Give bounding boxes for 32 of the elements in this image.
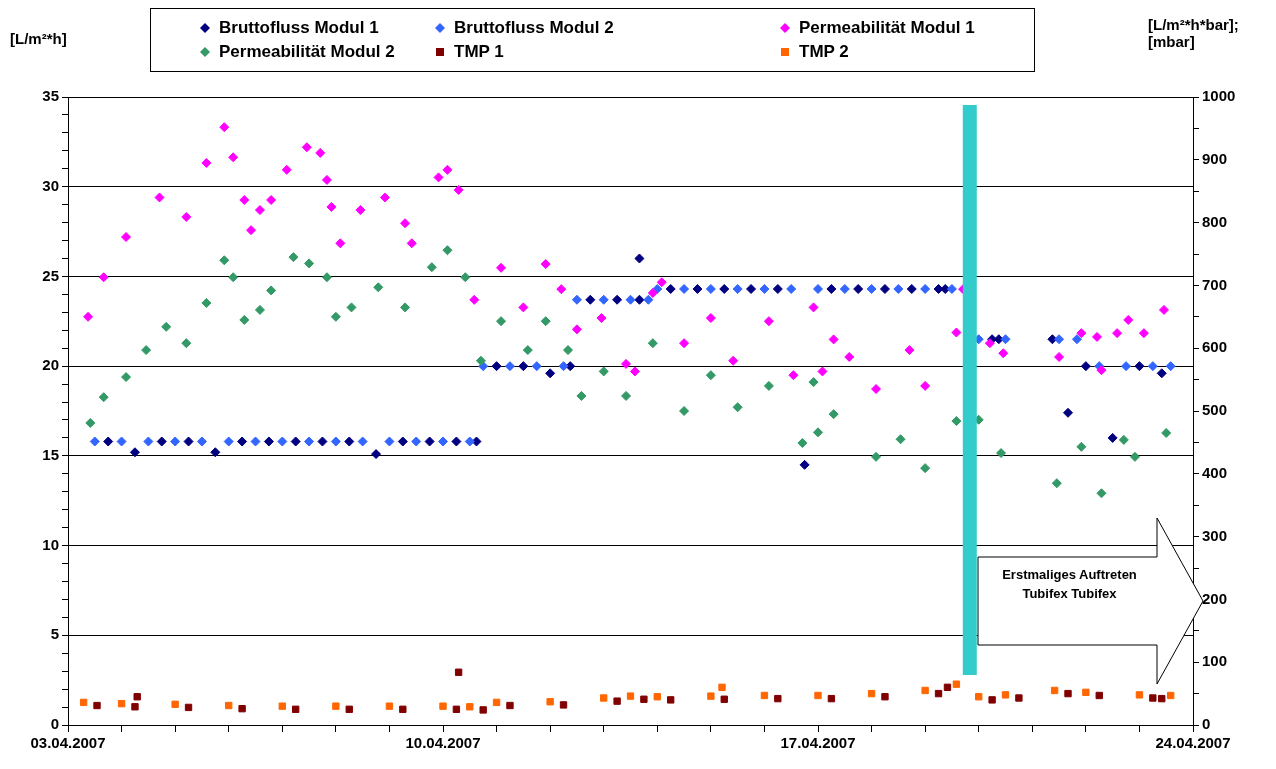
y2-tick-label: 400 bbox=[1202, 463, 1228, 481]
x-tick-label: 17.04.2007 bbox=[780, 734, 856, 752]
y2-tick-label: 100 bbox=[1202, 652, 1228, 670]
y2-tick-label: 500 bbox=[1202, 401, 1228, 419]
y2-tick-label: 900 bbox=[1202, 149, 1228, 167]
legend-label: TMP 1 bbox=[454, 42, 504, 62]
y-tick-label: 25 bbox=[42, 266, 59, 284]
x-tick-label: 10.04.2007 bbox=[405, 734, 481, 752]
y-tick-label: 0 bbox=[50, 715, 59, 733]
y-tick-label: 10 bbox=[42, 535, 59, 553]
y2-tick-label: 300 bbox=[1202, 526, 1228, 544]
legend-label: Bruttofluss Modul 1 bbox=[219, 18, 379, 38]
annotation: Erstmaliges Auftreten Tubifex Tubifex bbox=[1001, 566, 1138, 603]
y2-tick-label: 700 bbox=[1202, 275, 1228, 293]
y-tick-label: 30 bbox=[42, 176, 59, 194]
legend-label: Permeabilität Modul 2 bbox=[219, 42, 395, 62]
y-tick-label: 5 bbox=[50, 625, 59, 643]
y-tick-label: 20 bbox=[42, 356, 59, 374]
legend-label: TMP 2 bbox=[799, 42, 849, 62]
legend-label: Permeabilität Modul 1 bbox=[799, 18, 975, 38]
x-tick-label: 03.04.2007 bbox=[30, 734, 106, 752]
y-tick-label: 15 bbox=[42, 446, 59, 463]
y2-tick-label: 600 bbox=[1202, 338, 1228, 356]
y-axis-title: [L/m²*h] bbox=[10, 30, 67, 47]
y2-tick-label: 200 bbox=[1202, 589, 1228, 607]
y2-tick-label: 1000 bbox=[1202, 87, 1236, 105]
y-tick-label: 35 bbox=[42, 87, 59, 105]
y2-axis-title: [L/m²*h*bar]; [mbar] bbox=[1148, 16, 1240, 50]
legend-label: Bruttofluss Modul 2 bbox=[454, 18, 614, 38]
x-tick-label: 24.04.2007 bbox=[1155, 734, 1231, 752]
y2-tick-label: 0 bbox=[1202, 715, 1211, 733]
y2-tick-label: 800 bbox=[1202, 212, 1228, 230]
